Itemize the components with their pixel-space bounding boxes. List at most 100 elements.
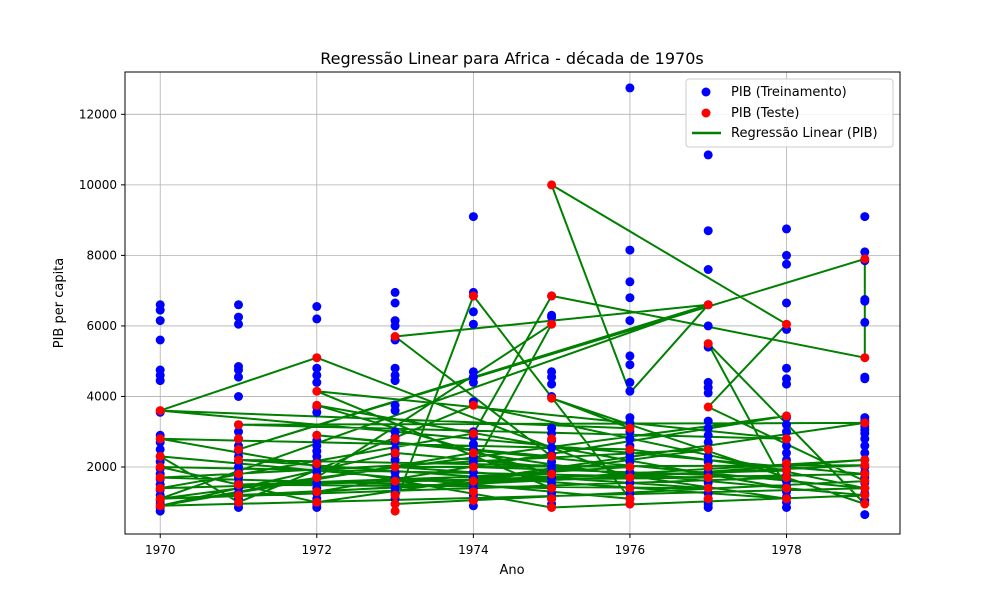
- test-point: [390, 476, 400, 486]
- test-point: [468, 400, 478, 410]
- x-tick-label: 1976: [615, 543, 646, 557]
- test-point: [782, 473, 791, 483]
- test-point: [625, 423, 635, 433]
- test-point: [625, 473, 635, 483]
- test-point: [155, 494, 165, 504]
- test-point: [703, 300, 713, 310]
- test-point: [782, 411, 791, 421]
- test-point: [547, 291, 557, 301]
- test-point: [155, 406, 165, 416]
- test-point: [390, 506, 400, 516]
- test-point: [312, 473, 322, 483]
- train-point: [312, 363, 322, 373]
- test-point: [703, 462, 713, 472]
- train-point: [312, 377, 322, 387]
- train-point: [703, 423, 713, 433]
- train-point: [468, 212, 478, 222]
- train-point: [625, 377, 635, 387]
- train-point: [782, 224, 791, 234]
- train-point: [312, 302, 322, 311]
- train-point: [234, 372, 243, 382]
- test-point: [390, 434, 400, 444]
- train-point: [234, 427, 243, 437]
- train-point: [703, 265, 713, 274]
- chart-title: Regressão Linear para Africa - década de…: [320, 49, 703, 68]
- test-point: [625, 483, 635, 493]
- test-point: [468, 448, 478, 458]
- y-tick-label: 6000: [86, 319, 117, 333]
- train-point: [390, 406, 400, 416]
- train-point: [625, 360, 635, 370]
- test-point: [860, 476, 870, 486]
- train-point: [782, 503, 791, 512]
- train-point: [234, 319, 243, 329]
- train-point: [860, 296, 870, 306]
- legend-box: [685, 78, 894, 148]
- train-point: [312, 370, 322, 380]
- test-point: [782, 483, 791, 493]
- train-point: [155, 316, 165, 326]
- test-point: [860, 254, 870, 264]
- y-tick-label: 2000: [86, 460, 117, 474]
- train-point: [234, 365, 243, 375]
- test-point: [390, 490, 400, 500]
- test-point: [468, 496, 478, 505]
- legend-label-train: PIB (Treinamento): [731, 85, 847, 100]
- train-point: [782, 427, 791, 437]
- train-point: [625, 277, 635, 287]
- train-point: [782, 250, 791, 260]
- train-point: [703, 150, 713, 160]
- train-point: [782, 379, 791, 389]
- test-point: [547, 503, 557, 512]
- train-point: [155, 444, 165, 454]
- train-point: [782, 441, 791, 451]
- y-tick-label: 8000: [86, 248, 117, 262]
- x-axis-label: Ano: [499, 563, 524, 578]
- test-point: [547, 434, 557, 444]
- train-point: [860, 441, 870, 451]
- train-point: [703, 430, 713, 440]
- test-point: [468, 429, 478, 438]
- test-point: [312, 487, 322, 497]
- test-point: [312, 497, 322, 507]
- legend-label-line: Regressão Linear (PIB): [731, 126, 878, 141]
- y-tick-label: 10000: [79, 178, 117, 192]
- test-point: [547, 483, 557, 493]
- train-point: [860, 448, 870, 458]
- train-point: [782, 448, 791, 458]
- x-tick-label: 1972: [302, 543, 333, 557]
- train-point: [625, 83, 635, 93]
- test-point: [547, 319, 557, 329]
- test-point: [234, 497, 243, 507]
- test-scatter-series: [155, 180, 870, 516]
- test-point: [390, 448, 400, 458]
- test-point: [547, 451, 557, 461]
- test-point: [234, 455, 243, 465]
- test-point: [234, 469, 243, 479]
- x-tick-label: 1970: [145, 543, 176, 557]
- train-point: [390, 363, 400, 373]
- train-point: [625, 293, 635, 303]
- train-point: [782, 298, 791, 308]
- train-point: [625, 386, 635, 396]
- test-point: [860, 460, 870, 470]
- train-point: [782, 363, 791, 373]
- train-point: [782, 259, 791, 269]
- train-point: [860, 317, 870, 327]
- train-point: [390, 298, 400, 308]
- train-point: [234, 300, 243, 310]
- train-point: [625, 245, 635, 255]
- test-point: [155, 451, 165, 461]
- test-point: [390, 462, 400, 472]
- train-point: [155, 376, 165, 386]
- x-tick-label: 1978: [771, 543, 802, 557]
- test-point: [234, 490, 243, 500]
- legend: PIB (Treinamento) PIB (Teste) Regressão …: [685, 78, 894, 148]
- y-tick-label: 12000: [79, 107, 117, 121]
- test-point: [860, 490, 870, 500]
- train-point: [625, 434, 635, 444]
- train-point: [860, 434, 870, 444]
- train-point: [703, 226, 713, 236]
- test-point: [312, 386, 322, 396]
